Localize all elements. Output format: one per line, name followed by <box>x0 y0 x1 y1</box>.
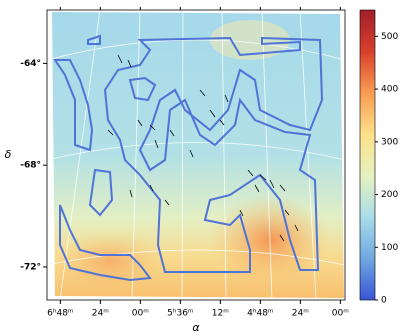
x-tick-label: 5ʰ36ᵐ <box>167 309 194 319</box>
colorbar-tick-label: 300 <box>381 137 398 147</box>
colorbar <box>359 9 376 301</box>
colorbar-tick-label: 0 <box>381 296 387 306</box>
x-tick-label: 00ᵐ <box>332 309 349 319</box>
colorbar-tick-label: 500 <box>381 32 398 42</box>
colorbar-tick-label: 200 <box>381 190 398 200</box>
plot-frame <box>46 9 346 301</box>
x-tick-label: 24ᵐ <box>92 309 109 319</box>
y-axis-label: δ <box>5 148 12 161</box>
map-image <box>47 10 345 300</box>
x-tick-label: 6ʰ48ᵐ <box>47 309 74 319</box>
y-tick-label: -72° <box>20 262 41 272</box>
colorbar-tick-label: 400 <box>381 85 398 95</box>
x-tick-label: 4ʰ48ᵐ <box>247 309 274 319</box>
x-tick-label: 12ᵐ <box>212 309 229 319</box>
y-tick-label: -64° <box>20 59 41 69</box>
colorbar-tick-label: 100 <box>381 243 398 253</box>
x-tick-label: 24ᵐ <box>292 309 309 319</box>
x-tick-label: 00ᵐ <box>132 309 149 319</box>
x-axis-label: α <box>192 321 200 334</box>
y-tick-label: -68° <box>20 161 41 171</box>
